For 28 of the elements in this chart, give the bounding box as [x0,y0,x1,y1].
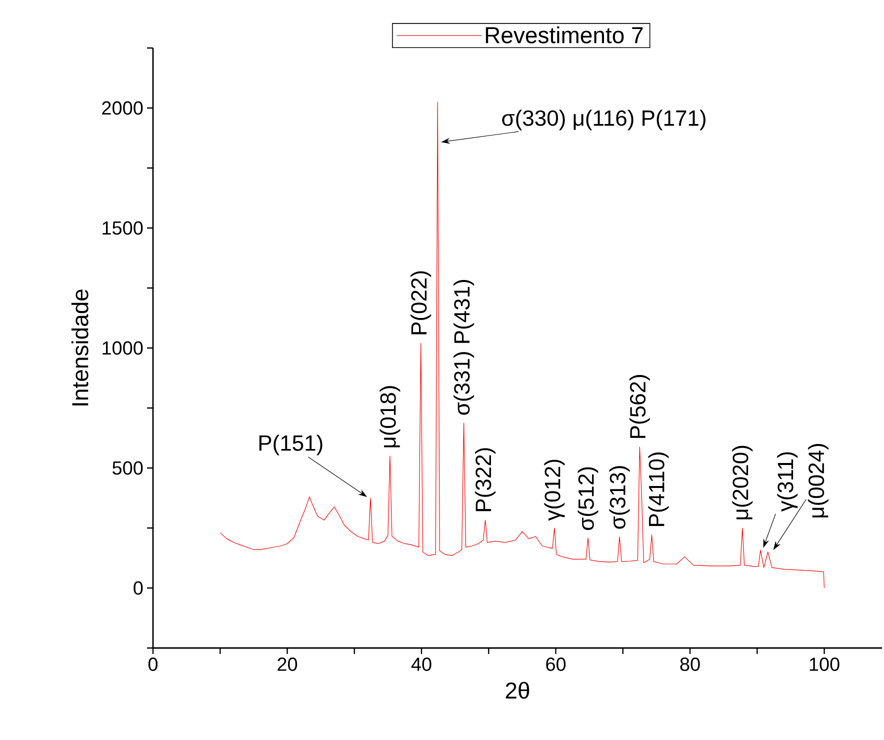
annotation: P(022) [410,271,432,334]
y-tick-label: 1000 [102,341,143,355]
y-tick-label: 1500 [102,221,143,235]
x-tick-label: 80 [680,658,700,671]
x-tick-label: 40 [411,658,432,671]
annotation: μ(0024) [808,444,828,518]
annotation: P(4110) [648,452,669,526]
x-axis-title: 2θ [506,682,530,699]
annotation: P(151) [259,434,322,456]
annotation: P(562) [629,375,650,438]
y-axis-title: Intensidade [71,290,88,406]
annotation: μ(018) [380,386,400,448]
y-tick-label: 0 [134,581,143,595]
annotation: P(322) [475,448,496,512]
x-tick-label: 0 [148,658,158,671]
y-tick-label: 2000 [102,101,143,115]
annotation: σ(331) P(431) [454,280,474,415]
annotation: σ(512) [578,467,598,530]
annotation: σ(330) μ(116) P(171) [502,110,706,130]
y-tick-label: 500 [112,461,143,475]
x-tick-label: 60 [546,658,566,671]
legend-label: Revestimento 7 [486,26,643,44]
annotation: γ(012) [544,460,565,521]
annotation: γ(311) [777,452,798,512]
annotation: σ(313) [609,466,630,529]
x-tick-label: 100 [810,658,840,671]
x-tick-label: 20 [278,658,298,671]
annotation: μ(2020) [732,446,753,520]
